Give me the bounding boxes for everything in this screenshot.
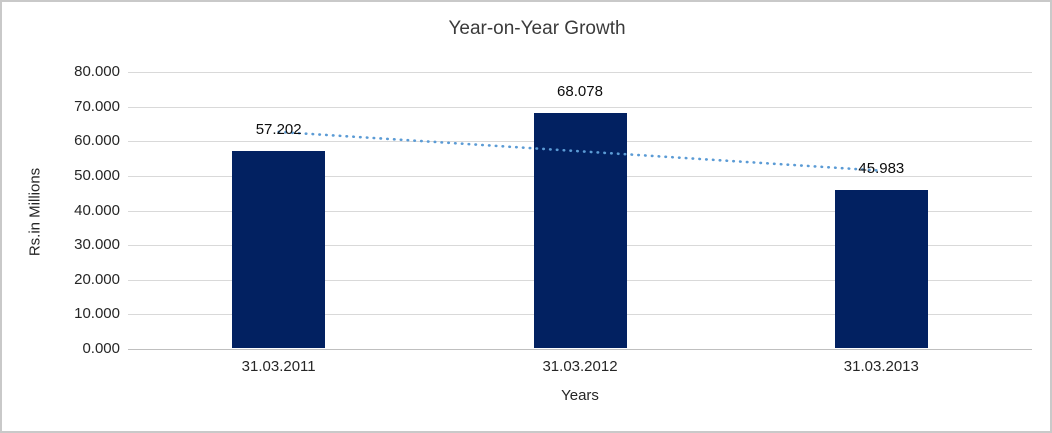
y-tick-label: 0.000 — [82, 340, 120, 357]
bar — [834, 189, 928, 348]
y-tick-label: 20.000 — [74, 270, 120, 288]
trendline — [277, 130, 883, 172]
y-tick-label: 30.000 — [74, 236, 120, 254]
y-tick-label: 60.000 — [74, 132, 120, 150]
y-tick-label: 40.000 — [74, 201, 120, 219]
bar-data-label: 68.078 — [557, 83, 603, 101]
chart-title: Year-on-Year Growth — [448, 18, 626, 39]
y-tick-label: 70.000 — [74, 97, 120, 115]
y-tick-label: 50.000 — [74, 166, 120, 184]
trendline-path — [277, 130, 883, 172]
gridline — [128, 72, 1032, 73]
x-tick-label: 31.03.2013 — [843, 358, 919, 375]
gridline — [128, 106, 1032, 108]
bar-data-label: 57.202 — [255, 120, 302, 138]
x-axis-line — [128, 349, 1032, 350]
x-tick-label: 31.03.2012 — [542, 358, 618, 375]
x-axis-title: Years — [561, 387, 599, 404]
y-tick-label: 10.000 — [74, 305, 120, 323]
bar-data-label: 45.983 — [858, 159, 905, 177]
x-tick-label: 31.03.2011 — [241, 358, 316, 375]
bar — [232, 150, 326, 348]
y-tick-label: 80.000 — [74, 63, 120, 80]
